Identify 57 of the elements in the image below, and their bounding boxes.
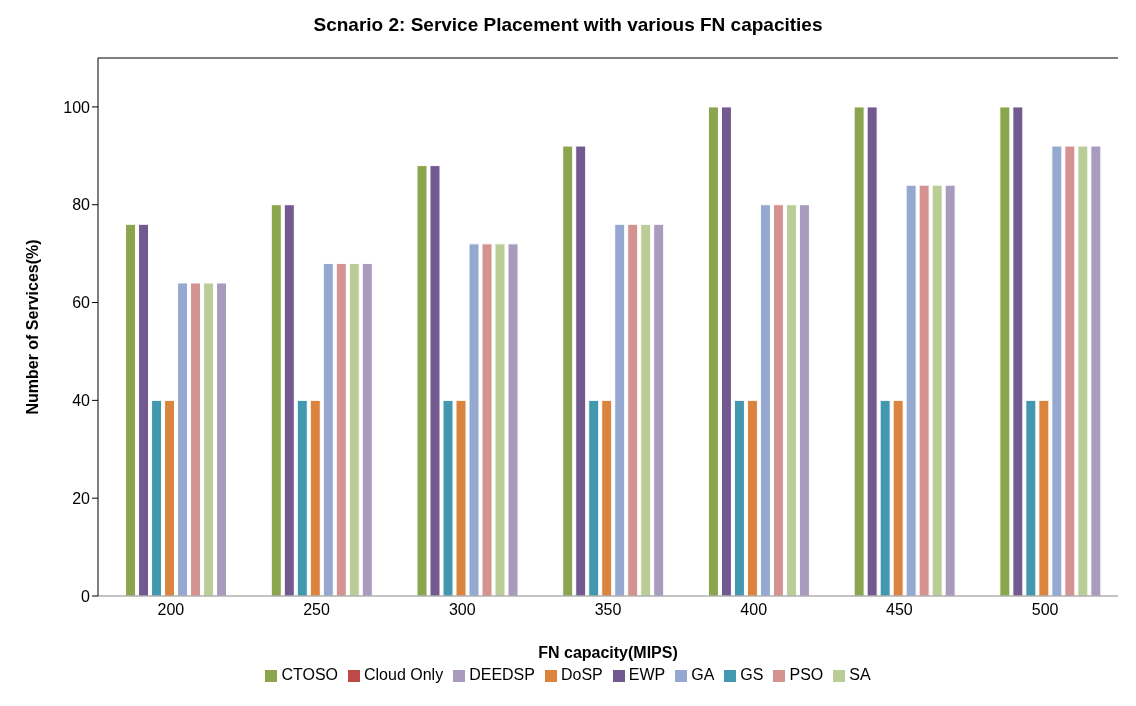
bar <box>798 204 810 596</box>
bar <box>707 106 719 596</box>
bar <box>335 262 347 596</box>
legend-label: PSO <box>789 666 824 683</box>
bar <box>785 204 797 596</box>
bar <box>322 262 334 596</box>
bar <box>562 145 574 596</box>
chart-title: Scnario 2: Service Placement with various FN capacities <box>312 13 824 37</box>
bar <box>588 399 600 596</box>
bar <box>640 223 652 596</box>
bar <box>746 399 758 596</box>
bar <box>575 145 587 596</box>
bar <box>348 262 360 596</box>
bar <box>309 399 321 596</box>
y-tick-label: 80 <box>72 196 91 214</box>
legend-label: CTOSO <box>281 666 338 683</box>
bar <box>653 223 665 596</box>
bar <box>164 399 176 596</box>
legend-label: EWP <box>628 666 666 683</box>
bar <box>720 106 732 596</box>
bar <box>203 282 215 596</box>
y-tick-label: 100 <box>63 98 91 116</box>
bar <box>601 399 613 596</box>
bar <box>733 399 745 596</box>
x-tick-label: 500 <box>1031 601 1059 619</box>
bar <box>759 204 771 596</box>
x-tick-label: 400 <box>740 601 768 619</box>
legend-label: GA <box>691 666 715 683</box>
x-tick-label: 300 <box>448 601 476 619</box>
bar <box>270 204 282 596</box>
bar <box>190 282 202 596</box>
legend-label: GS <box>740 666 764 683</box>
bar <box>125 223 137 596</box>
bar <box>296 399 308 596</box>
legend-label: Cloud Only <box>364 666 444 683</box>
legend-label: DEEDSP <box>469 666 535 683</box>
bar <box>283 204 295 596</box>
legend-label: SA <box>849 666 871 683</box>
y-tick-label: 60 <box>72 294 91 312</box>
bar <box>177 282 189 596</box>
bar <box>627 223 639 596</box>
x-tick-label: 200 <box>157 601 185 619</box>
bar <box>138 223 150 596</box>
y-tick-label: 0 <box>81 587 91 605</box>
x-axis-title: FN capacity(MIPS) <box>538 644 678 661</box>
bar <box>614 223 626 596</box>
bar <box>361 262 373 596</box>
y-tick-label: 40 <box>72 392 91 410</box>
bar <box>216 282 228 596</box>
bar <box>772 204 784 596</box>
x-tick-label: 350 <box>594 601 622 619</box>
y-axis-title: Number of Services(%) <box>23 239 41 415</box>
bar <box>151 399 163 596</box>
y-tick-label: 20 <box>72 489 91 507</box>
legend-label: DoSP <box>560 666 603 683</box>
x-tick-label: 450 <box>886 601 913 619</box>
x-tick-label: 250 <box>303 601 331 619</box>
